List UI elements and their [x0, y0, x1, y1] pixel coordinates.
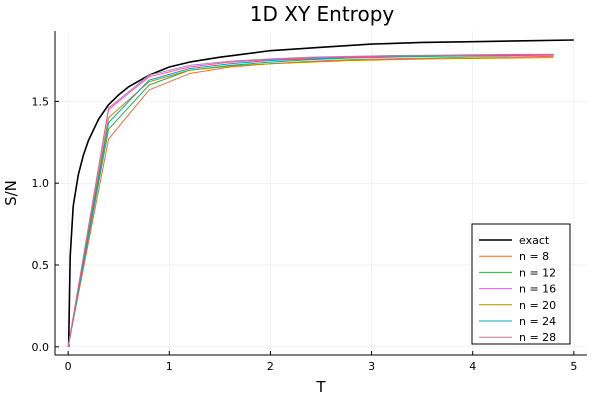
legend-label: n = 28 [519, 331, 556, 344]
legend-label: exact [519, 234, 550, 247]
legend-label: n = 16 [519, 283, 556, 296]
x-tick-label: 3 [368, 360, 375, 373]
legend-label: n = 20 [519, 299, 556, 312]
series-line-n-28 [67, 54, 554, 347]
y-tick-label: 0.0 [32, 341, 50, 354]
legend-label: n = 8 [519, 250, 549, 263]
y-axis-label: S/N [2, 180, 20, 206]
axes [54, 31, 587, 356]
legend-label: n = 24 [519, 315, 556, 328]
x-tick-label: 2 [267, 360, 274, 373]
series-line-n-8 [67, 55, 554, 347]
x-tick-label: 5 [570, 360, 577, 373]
x-axis-label: T [315, 378, 326, 396]
y-ticks: 0.0 0.5 1.0 1.5 [32, 95, 59, 354]
x-tick-label: 0 [65, 360, 72, 373]
series-line-n-20 [67, 57, 554, 347]
legend: exact n = 8 n = 12 n = 16 n = 20 n = 24 n = 28 [471, 223, 571, 345]
legend-box [471, 223, 571, 345]
x-ticks: 0 1 2 3 4 5 [65, 351, 577, 373]
x-tick-label: 1 [166, 360, 173, 373]
grid [55, 31, 587, 355]
series-group [67, 39, 574, 347]
y-tick-label: 0.5 [32, 259, 50, 272]
chart-title: 1D XY Entropy [250, 2, 395, 26]
y-tick-label: 1.5 [32, 95, 50, 108]
y-tick-label: 1.0 [32, 177, 50, 190]
legend-label: n = 12 [519, 266, 556, 279]
x-tick-label: 4 [469, 360, 476, 373]
